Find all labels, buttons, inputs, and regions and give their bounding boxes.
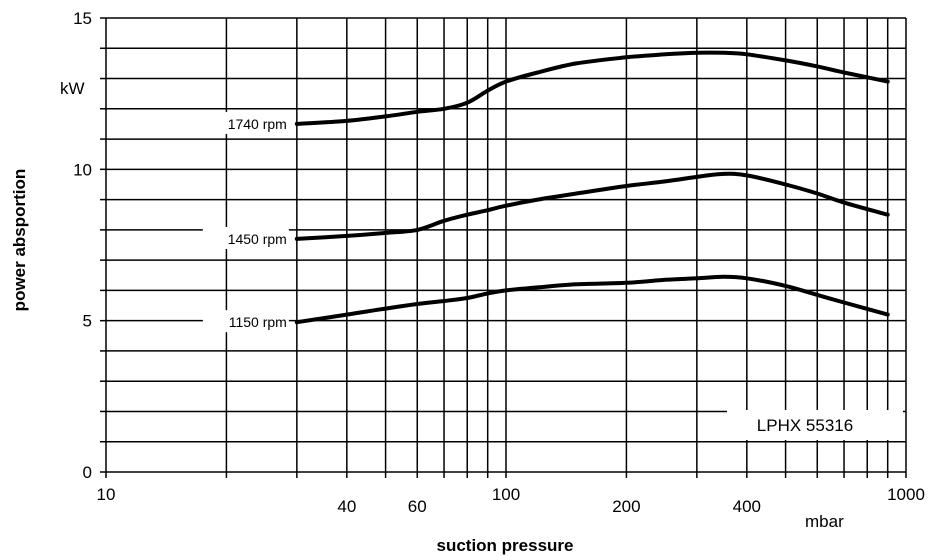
- tick-labels: 0 5 10 15 10 40 60 100 200 400 1000: [73, 9, 925, 516]
- annotation-box: LPHX 55316: [727, 410, 903, 440]
- y-unit-label: kW: [60, 79, 85, 98]
- series-label: 1150 rpm: [229, 314, 287, 330]
- series-label: 1740 rpm: [228, 116, 287, 132]
- y-tick-label: 15: [73, 9, 92, 28]
- x-tick-label: 200: [612, 497, 640, 516]
- series-line-2: [294, 171, 890, 241]
- series-labels: 1740 rpm 1450 rpm 1150 rpm: [202, 111, 289, 333]
- y-tick-label: 0: [83, 463, 92, 482]
- series-lines: [294, 50, 890, 325]
- y-tick-label: 5: [83, 312, 92, 331]
- x-axis-title: suction pressure: [437, 536, 574, 555]
- x-tick-label: 100: [492, 485, 520, 504]
- y-tick-label: 10: [73, 160, 92, 179]
- y-axis-title: power absportion: [10, 169, 29, 312]
- x-tick-label: 1000: [887, 485, 925, 504]
- x-tick-label: 40: [337, 497, 356, 516]
- x-tick-label: 10: [97, 485, 116, 504]
- x-tick-label: 400: [733, 497, 761, 516]
- series-line-1: [294, 50, 890, 126]
- series-label-bg: [202, 310, 289, 333]
- model-annotation: LPHX 55316: [757, 416, 853, 435]
- series-label-bg: [202, 226, 289, 249]
- series-line-3: [294, 274, 890, 325]
- series-label: 1450 rpm: [228, 231, 287, 247]
- x-unit-label: mbar: [805, 512, 844, 531]
- series-label-bg: [202, 111, 289, 134]
- x-tick-label: 60: [408, 497, 427, 516]
